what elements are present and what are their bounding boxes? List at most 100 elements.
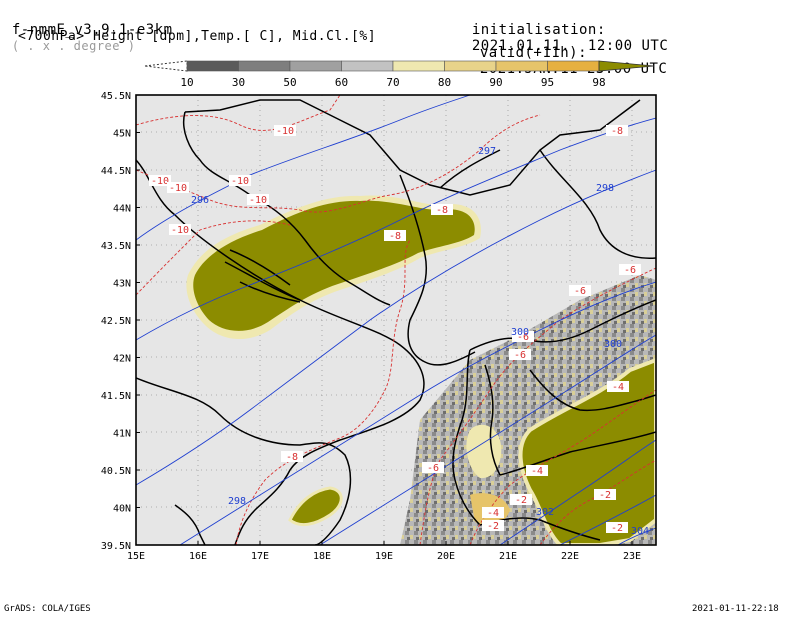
y-tick-label: 43.5N — [101, 241, 131, 252]
temp-label: -8 — [436, 205, 448, 216]
colorbar-box — [392, 60, 445, 72]
temp-label: -6 — [624, 265, 636, 276]
x-tick-label: 19E — [375, 551, 393, 562]
colorbar-boxes — [186, 60, 600, 72]
y-axis-ticks: 45.5N 45N 44.5N 44N 43.5N 43N 42.5N 42N 41.5N 41N… — [101, 91, 140, 552]
height-label: 298 — [228, 496, 246, 507]
temp-label: -2 — [515, 495, 527, 506]
y-tick-label: 41.5N — [101, 391, 131, 402]
temp-label-bg — [606, 522, 628, 533]
colorbar-label: 90 — [489, 76, 502, 89]
height-label: 304 — [631, 526, 649, 537]
colorbar-box — [495, 60, 548, 72]
temp-label: -2 — [611, 523, 623, 534]
colorbar-label: 30 — [232, 76, 245, 89]
borders — [136, 99, 656, 545]
colorbar-label: 60 — [335, 76, 348, 89]
temp-label-bg — [509, 349, 531, 360]
colorbar-box — [238, 60, 291, 72]
model-name: f-nmmE_v3.9.1-e3km — [11, 22, 173, 38]
cloud-edge-adriatic — [186, 195, 481, 340]
temp-label: -8 — [389, 231, 401, 242]
temp-label: -4 — [612, 382, 624, 393]
temp-label-bg — [526, 465, 548, 476]
height-label: 300 — [511, 327, 529, 338]
height-label: 302 — [536, 507, 554, 518]
temp-label: -10 — [171, 225, 189, 236]
cloud-core-adriatic — [193, 200, 475, 331]
cloud-areas — [186, 195, 656, 545]
coastline-italy — [136, 159, 425, 545]
y-tick-label: 40N — [113, 504, 131, 515]
temp-label: -8 — [611, 126, 623, 137]
colorbar-box — [289, 60, 342, 72]
footer-credit: GrADS: COLA/IGES — [4, 604, 91, 614]
temp-label-bg — [149, 175, 171, 186]
colorbar-box — [547, 60, 600, 72]
x-tick-label: 20E — [437, 551, 455, 562]
y-tick-label: 45.5N — [101, 91, 131, 102]
border-albania — [452, 349, 481, 526]
border-kosovo-macedonia — [469, 299, 656, 476]
temp-label: -10 — [151, 176, 169, 187]
colorbar-box — [341, 60, 394, 72]
temp-label: -2 — [599, 490, 611, 501]
cloud-core-greece — [518, 357, 656, 545]
temp-label-bg — [569, 285, 591, 296]
map-frame — [135, 94, 657, 546]
colorbar-box — [186, 60, 239, 72]
x-tick-label: 23E — [623, 551, 641, 562]
temp-label: -8 — [286, 452, 298, 463]
temp-label: -10 — [249, 195, 267, 206]
height-label: 297 — [478, 146, 496, 157]
valid-label: valid(+11h): — [479, 45, 588, 61]
border-balkans — [184, 99, 641, 196]
temp-label: -10 — [169, 183, 187, 194]
map-background — [136, 95, 656, 545]
islands-croatia — [224, 249, 301, 303]
x-tick-label: 17E — [251, 551, 269, 562]
border-serbia — [399, 149, 656, 366]
height-labels: 297 298 296 300 298 302 304 300 — [191, 146, 649, 537]
variables-label: <700hPa> Height [dpm],Temp.[ C], Mid.Cl.… — [18, 29, 377, 44]
y-tick-label: 45N — [113, 129, 131, 140]
init-label: initialisation: — [471, 22, 606, 38]
colorbar-label: 95 — [541, 76, 554, 89]
height-label: 296 — [191, 195, 209, 206]
temp-label: -6 — [427, 463, 439, 474]
cloud-patch-albania — [466, 424, 502, 479]
temp-label-bg — [281, 451, 303, 462]
border-greece — [479, 431, 656, 541]
temp-label: -4 — [531, 466, 543, 477]
colorbar-box — [444, 60, 497, 72]
x-tick-label: 18E — [313, 551, 331, 562]
temp-label: -10 — [276, 126, 294, 137]
temp-label-bg — [431, 204, 453, 215]
y-tick-label: 40.5N — [101, 466, 131, 477]
temp-label: -10 — [231, 176, 249, 187]
y-tick-label: 43N — [113, 279, 131, 290]
temp-label-bg — [510, 494, 532, 505]
colorbar-label: 80 — [438, 76, 451, 89]
y-tick-label: 42.5N — [101, 316, 131, 327]
temp-label: -6 — [517, 332, 529, 343]
temperature-isotherms — [136, 95, 656, 545]
y-tick-label: 44.5N — [101, 166, 131, 177]
init-line: initialisation: 2021.01.11. 12:00 UTC — [454, 6, 668, 54]
x-tick-label: 16E — [189, 551, 207, 562]
temp-label-bg — [482, 507, 504, 518]
height-label: 298 — [596, 183, 614, 194]
temp-label-bg — [274, 125, 296, 136]
colorbar-label: 70 — [386, 76, 399, 89]
temp-label-bg — [384, 230, 406, 241]
temp-label-bg — [594, 489, 616, 500]
temp-label-bg — [619, 264, 641, 275]
temp-label-bg — [169, 224, 191, 235]
colorbar-label: 10 — [180, 76, 193, 89]
temp-label: -4 — [487, 508, 499, 519]
y-tick-label: 41N — [113, 429, 131, 440]
colorbar-high-arrow — [598, 60, 655, 72]
colorbar-label: 98 — [592, 76, 605, 89]
cloud-core-south-italy — [288, 486, 343, 527]
